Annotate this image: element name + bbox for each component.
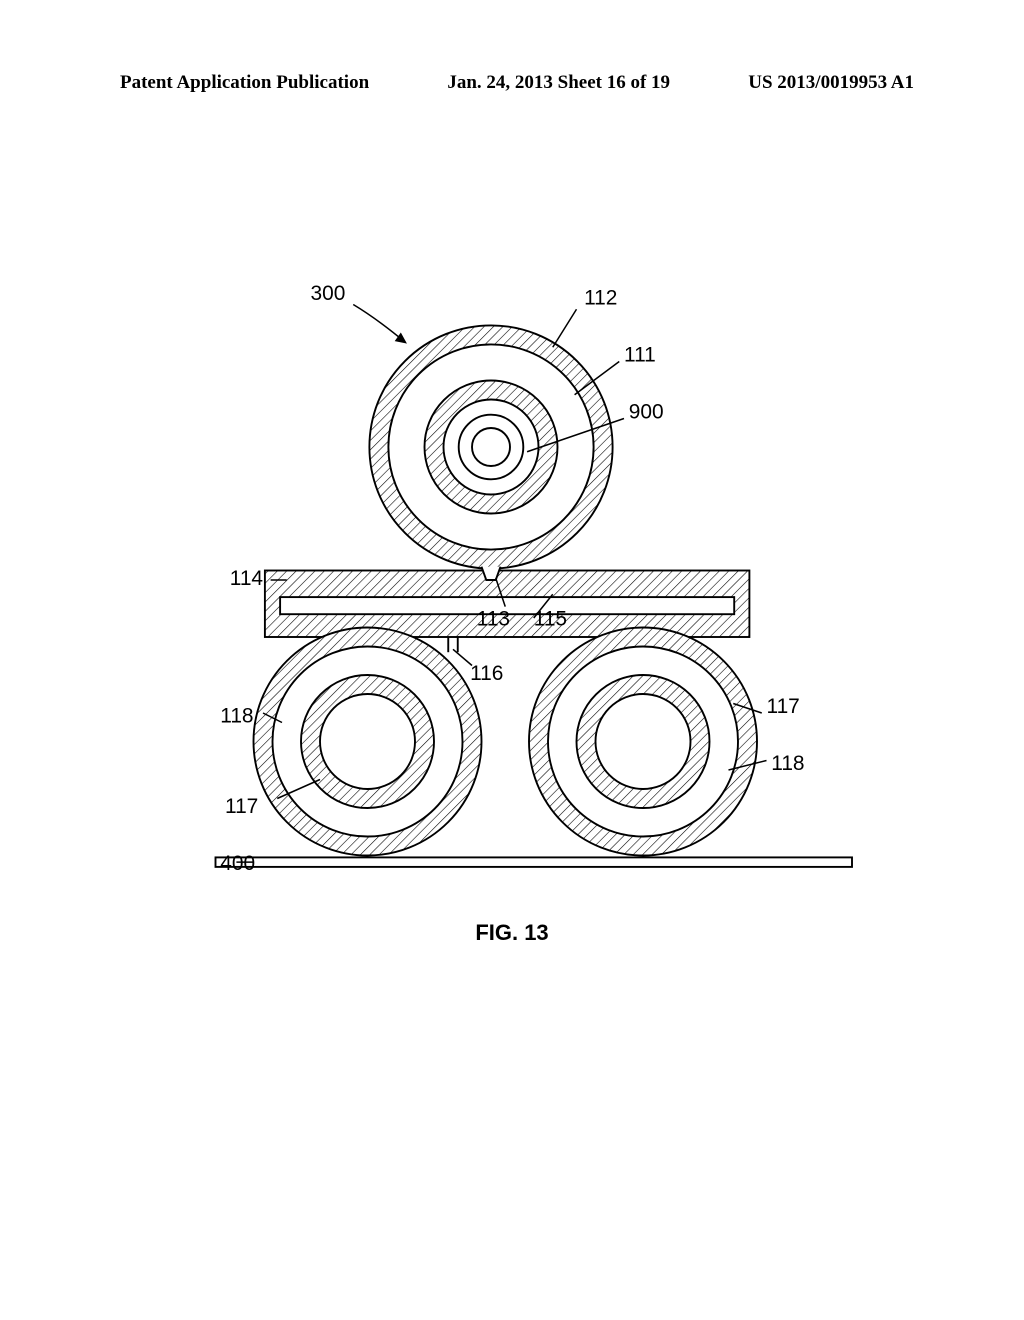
header-publication: Patent Application Publication [120,72,369,94]
label-118-left: 118 [220,705,253,728]
left-wheel [244,618,491,865]
base-bar [216,857,853,867]
label-116: 116 [470,662,503,685]
label-115: 115 [534,608,567,631]
top-wheel [368,324,615,581]
label-900: 900 [629,401,664,424]
label-111: 111 [624,344,656,367]
label-400: 400 [220,852,255,875]
label-117-left: 117 [225,795,258,818]
figure-caption: FIG. 13 [0,920,1024,946]
right-wheel [520,618,767,865]
figure-13: 300 112 111 900 114 113 115 116 118 117 … [130,260,890,900]
header-date-sheet: Jan. 24, 2013 Sheet 16 of 19 [447,72,670,94]
label-114: 114 [230,567,263,590]
label-118-right: 118 [771,752,804,775]
label-112: 112 [584,287,617,310]
label-113: 113 [477,608,510,631]
page-header: Patent Application Publication Jan. 24, … [0,72,1024,94]
label-117-right: 117 [767,695,800,718]
label-300: 300 [311,282,346,305]
header-pubnum: US 2013/0019953 A1 [748,72,914,94]
figure-svg: 300 112 111 900 114 113 115 116 118 117 … [130,260,890,900]
